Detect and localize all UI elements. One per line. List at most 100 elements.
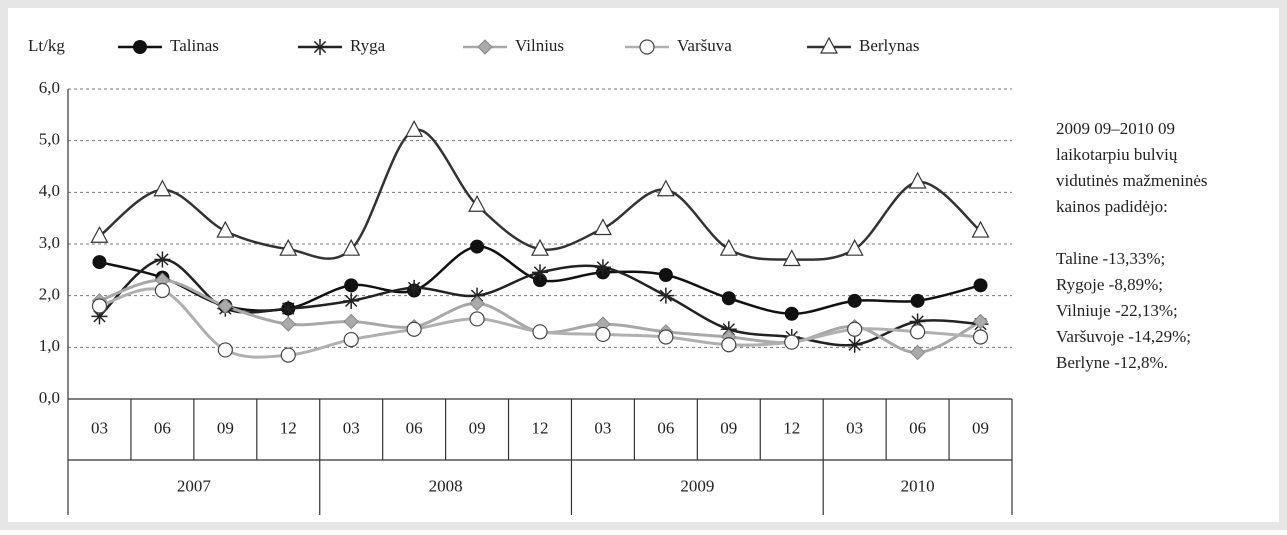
y-tick-label: 2,0 xyxy=(39,285,60,304)
data-point xyxy=(405,120,424,137)
legend-marker xyxy=(312,39,328,55)
legend-label: Berlynas xyxy=(859,36,919,55)
data-point xyxy=(971,220,990,238)
data-point xyxy=(972,329,989,345)
data-point xyxy=(469,287,486,304)
annotation-line: Rygoje -8,89%; xyxy=(1056,275,1163,294)
data-point xyxy=(845,238,864,256)
legend-label: Varšuva xyxy=(677,36,732,55)
annotation-line: Vilniuje -22,13%; xyxy=(1056,301,1178,320)
year-label: 2009 xyxy=(680,476,714,495)
data-point xyxy=(847,293,862,308)
data-point xyxy=(719,238,738,256)
data-point xyxy=(216,220,235,238)
data-point xyxy=(468,194,487,212)
year-label: 2008 xyxy=(429,476,463,495)
data-point xyxy=(595,326,611,343)
data-point xyxy=(721,337,737,353)
annotation-line: laikotarpiu bulvių xyxy=(1056,145,1178,164)
data-point xyxy=(594,259,611,276)
y-tick-label: 4,0 xyxy=(39,181,60,200)
y-tick-label: 3,0 xyxy=(39,233,60,252)
data-point xyxy=(784,306,799,321)
data-point xyxy=(972,313,989,330)
data-point xyxy=(784,334,800,350)
x-tick-label: 06 xyxy=(909,418,926,437)
x-tick-label: 09 xyxy=(217,418,234,437)
x-tick-label: 03 xyxy=(846,418,863,437)
data-point xyxy=(343,331,359,348)
data-point xyxy=(532,324,548,340)
year-label: 2007 xyxy=(177,476,212,495)
data-point xyxy=(658,329,674,345)
x-tick-label: 09 xyxy=(972,418,989,437)
data-point xyxy=(470,239,485,254)
data-point xyxy=(531,238,549,256)
y-tick-label: 0,0 xyxy=(39,388,60,407)
data-point xyxy=(279,238,298,256)
x-tick-label: 03 xyxy=(594,418,611,437)
data-point xyxy=(406,279,423,296)
data-point xyxy=(908,171,927,189)
data-point xyxy=(342,238,361,256)
y-tick-label: 1,0 xyxy=(39,336,60,355)
data-point xyxy=(847,321,863,337)
data-point xyxy=(973,278,988,293)
data-point xyxy=(343,313,359,330)
x-tick-label: 03 xyxy=(343,418,360,437)
legend-marker xyxy=(820,36,838,54)
x-tick-label: 06 xyxy=(406,418,423,437)
x-tick-label: 12 xyxy=(532,418,549,437)
data-point xyxy=(280,316,296,332)
data-point xyxy=(656,179,675,197)
annotation-line: Varšuvoje -14,29%; xyxy=(1056,327,1191,346)
data-point xyxy=(720,321,737,338)
data-point xyxy=(469,295,485,312)
legend-marker xyxy=(477,39,493,55)
data-point xyxy=(532,264,548,281)
data-point xyxy=(343,292,360,309)
chart-background xyxy=(8,8,1279,522)
data-point xyxy=(909,324,926,340)
year-label: 2010 xyxy=(901,476,935,495)
data-point xyxy=(910,293,925,308)
legend-label: Vilnius xyxy=(515,36,564,55)
data-point xyxy=(90,225,109,243)
x-tick-label: 09 xyxy=(720,418,737,437)
data-point xyxy=(92,255,107,270)
data-point xyxy=(154,282,170,299)
data-point xyxy=(846,336,863,353)
y-axis-label: Lt/kg xyxy=(28,36,65,55)
legend-marker xyxy=(133,40,147,54)
data-point xyxy=(782,249,801,267)
data-point xyxy=(280,300,297,317)
data-point xyxy=(469,311,485,327)
data-point xyxy=(217,298,234,314)
x-tick-label: 12 xyxy=(280,418,297,437)
data-point xyxy=(593,218,612,236)
x-tick-label: 06 xyxy=(657,418,674,437)
data-point xyxy=(657,287,674,304)
data-point xyxy=(721,291,736,306)
x-tick-label: 03 xyxy=(91,418,108,437)
data-point xyxy=(909,344,926,361)
legend-label: Ryga xyxy=(350,36,386,55)
y-tick-label: 5,0 xyxy=(39,130,60,149)
data-point xyxy=(909,313,926,330)
data-point xyxy=(91,298,108,314)
data-point xyxy=(154,251,171,268)
annotation-line: vidutinės mažmeninės xyxy=(1056,171,1208,190)
annotation-line: Taline -13,33%; xyxy=(1056,249,1165,268)
x-tick-label: 06 xyxy=(154,418,171,437)
x-tick-label: 12 xyxy=(783,418,800,437)
y-tick-label: 6,0 xyxy=(39,78,60,97)
data-point xyxy=(280,347,296,363)
x-tick-label: 09 xyxy=(469,418,486,437)
data-point xyxy=(344,278,359,293)
annotation-line: kainos padidėjo: xyxy=(1056,197,1168,216)
annotation-line: Berlyne -12,8%. xyxy=(1056,353,1168,372)
legend-marker xyxy=(639,39,655,55)
legend-label: Talinas xyxy=(170,36,219,55)
data-point xyxy=(217,342,233,358)
annotation-line: 2009 09–2010 09 xyxy=(1056,119,1175,138)
